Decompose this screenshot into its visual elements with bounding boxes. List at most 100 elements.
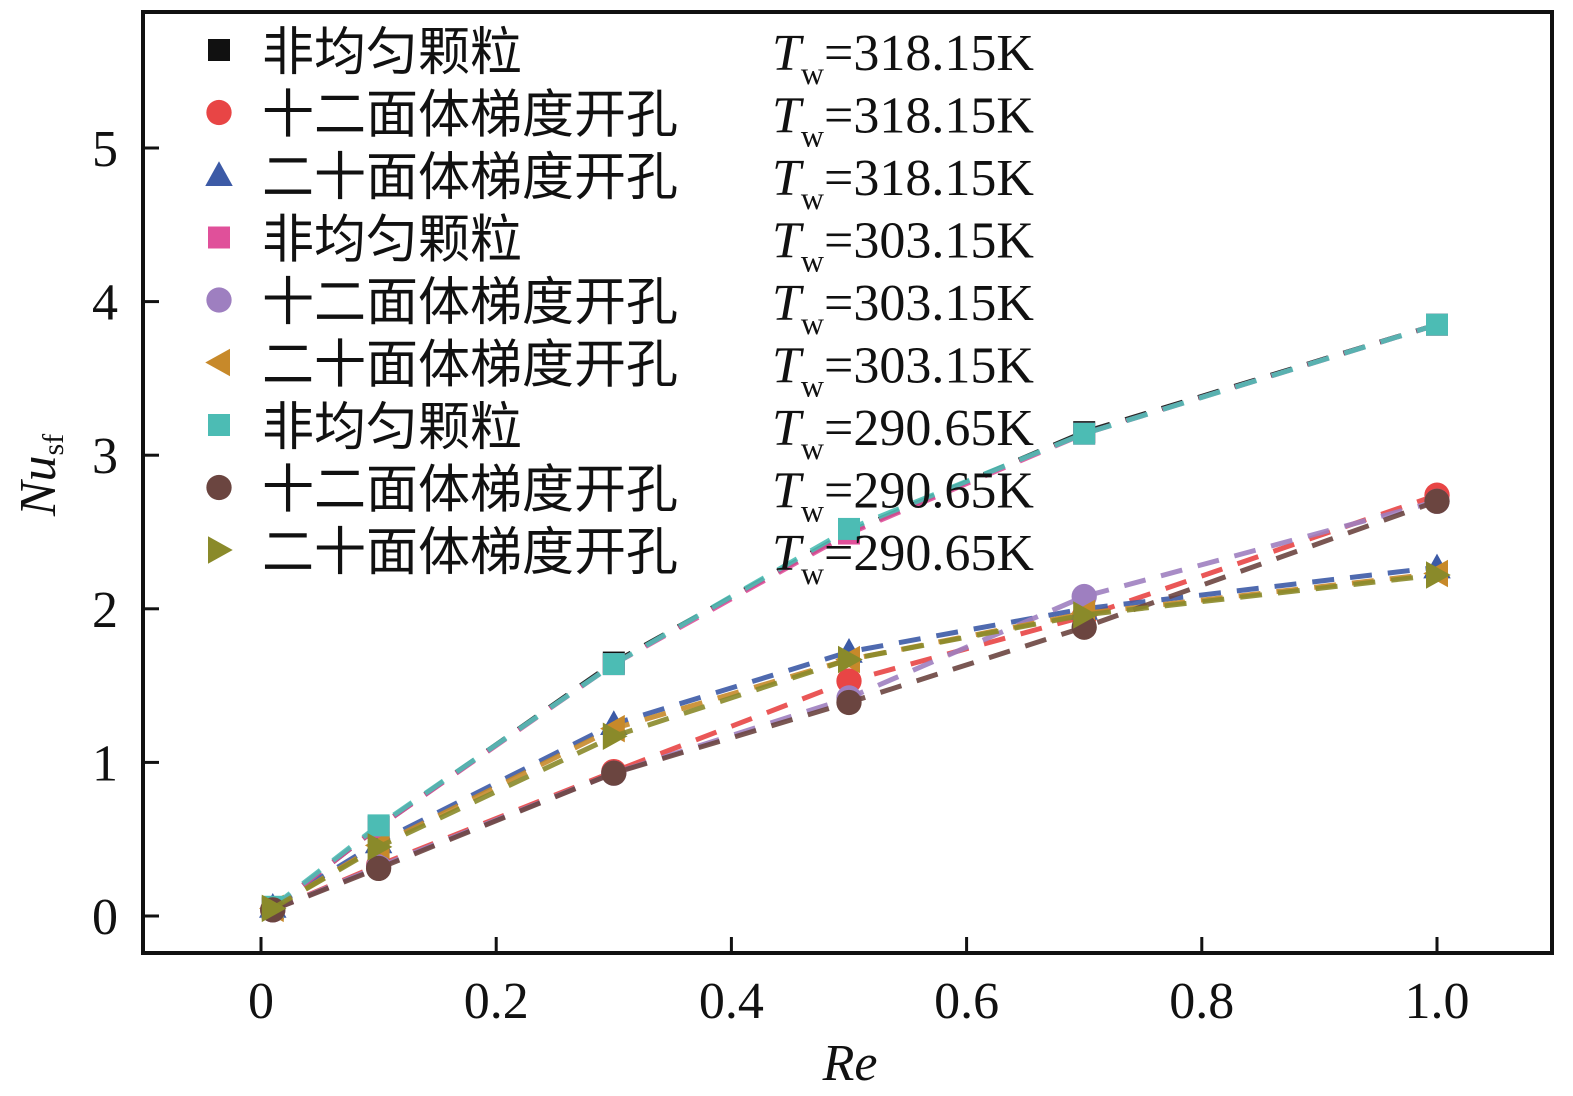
legend-temp-value: =318.15K [824,88,1034,145]
x-tick-label: 0.8 [1169,973,1234,1030]
y-tick-label: 3 [92,428,118,485]
legend-temp-value: =290.65K [824,463,1034,520]
legend-temp-value: =303.15K [824,213,1034,270]
data-point [838,517,860,540]
y-tick-label: 0 [92,889,118,946]
legend-item: 二十面体梯度开孔 Tw=303.15K [205,336,1034,404]
x-tick-label: 0.4 [699,973,764,1030]
legend-temperature: Tw=303.15K [772,275,1034,341]
legend-temp-sub: w [801,555,824,591]
data-point [602,722,628,751]
legend-item: 十二面体梯度开孔 Tw=318.15K [206,86,1034,154]
legend-temp-sub: w [801,305,824,341]
series-9 [261,561,1451,923]
legend-temp-sub: w [801,243,824,279]
series-line [271,322,1438,909]
legend-temp-symbol: T [772,400,804,457]
data-point [836,689,862,716]
data-point [1073,422,1096,445]
legend-marker [206,474,232,501]
legend-temperature: Tw=290.65K [772,400,1034,466]
y-axis-title-main: Nu [10,455,67,517]
x-tick-label: 0 [248,973,274,1030]
data-point [602,653,625,676]
legend-temp-sub: w [801,493,824,529]
legend-item: 十二面体梯度开孔 Tw=290.65K [206,461,1034,529]
legend-item: 二十面体梯度开孔 Tw=318.15K [205,148,1034,216]
x-tick-label: 1.0 [1405,973,1470,1030]
series-line [271,570,1438,911]
legend-marker [208,39,230,61]
legend-marker [205,348,230,377]
legend-temp-value: =303.15K [824,338,1034,395]
legend-label: 二十面体梯度开孔 [262,148,678,208]
legend-temperature: Tw=318.15K [772,25,1034,91]
data-point [1424,488,1450,514]
legend-temperature: Tw=318.15K [772,150,1034,216]
legend-label: 十二面体梯度开孔 [262,461,678,521]
legend-temperature: Tw=290.65K [772,463,1034,529]
x-tick-label: 0.6 [934,973,999,1030]
legend-temp-sub: w [801,368,824,404]
legend-temp-sub: w [801,180,824,216]
x-axis-title: Re [822,1035,878,1092]
legend-item: 十二面体梯度开孔 Tw=303.15K [206,273,1034,341]
y-axis-title: Nusf [10,434,70,517]
legend-marker [205,161,233,186]
y-tick-label: 2 [92,582,118,639]
legend-marker [208,536,233,564]
legend-temperature: Tw=303.15K [772,338,1034,404]
y-tick-label: 4 [92,275,118,332]
data-point [367,814,390,837]
legend-label: 非均匀颗粒 [262,23,522,83]
series-6 [259,559,1448,923]
y-tick-label: 5 [92,121,118,178]
legend-label: 二十面体梯度开孔 [262,523,678,583]
data-point [838,645,863,674]
data-point [261,894,287,923]
legend-marker [206,99,232,126]
series-3 [259,553,1451,918]
legend-temp-symbol: T [772,213,804,270]
legend-temp-value: =318.15K [824,150,1034,207]
legend-item: 非均匀颗粒 Tw=303.15K [208,211,1034,279]
legend-temp-sub: w [801,55,824,91]
svg-text:Nusf: Nusf [10,434,70,517]
legend-marker [206,287,232,313]
data-point [367,833,393,861]
series-line [271,564,1438,909]
legend-temp-symbol: T [772,525,804,582]
data-point [1426,313,1448,336]
series-line [271,572,1438,911]
ticks-layer: 0 0.2 0.4 0.6 0.8 1.0 0 1 2 3 4 5 [92,121,1470,1030]
legend-temperature: Tw=303.15K [772,213,1034,279]
legend-temp-value: =303.15K [824,275,1034,332]
legend-temp-symbol: T [772,150,804,207]
legend-temperature: Tw=318.15K [772,88,1034,154]
legend-temp-value: =290.65K [824,525,1034,582]
legend-marker [208,226,230,249]
legend-temp-symbol: T [772,275,804,332]
x-tick-label: 0.2 [464,973,529,1030]
data-point [365,855,392,882]
legend-label: 非均匀颗粒 [262,398,522,458]
legend-temp-symbol: T [772,463,804,520]
legend-temp-symbol: T [772,25,804,82]
legend-label: 二十面体梯度开孔 [262,336,678,396]
legend-item: 非均匀颗粒 Tw=290.65K [208,398,1034,466]
legend-label: 十二面体梯度开孔 [262,273,678,333]
legend-item: 二十面体梯度开孔 Tw=290.65K [208,523,1034,591]
legend-label: 非均匀颗粒 [262,211,522,271]
legend-temp-value: =290.65K [824,400,1034,457]
data-point [1426,561,1451,589]
legend-temp-symbol: T [772,88,804,145]
plot-frame [141,10,1554,955]
legend-item: 非均匀颗粒 Tw=318.15K [208,23,1034,91]
legend-temp-symbol: T [772,338,804,395]
data-point [1073,601,1098,629]
legend-temperature: Tw=290.65K [772,525,1034,591]
data-point [601,760,627,786]
legend-temp-value: =318.15K [824,25,1034,82]
